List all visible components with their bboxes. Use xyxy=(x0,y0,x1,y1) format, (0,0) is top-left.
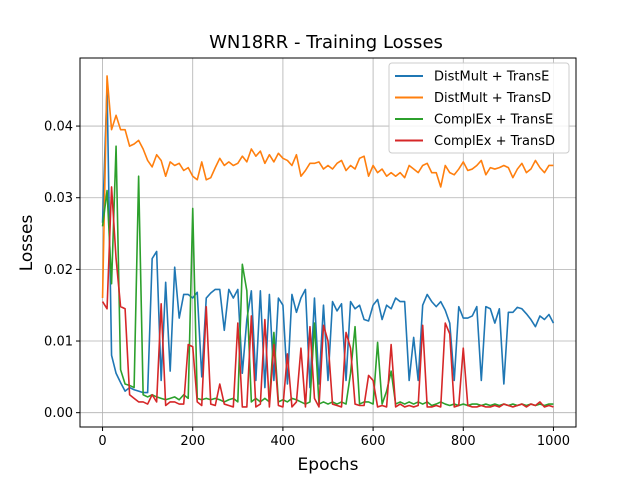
x-tick-label: 0 xyxy=(98,434,106,449)
y-tick-label: 0.03 xyxy=(44,191,73,206)
y-axis-title: Losses xyxy=(17,215,37,272)
legend-label-4: ComplEx + TransD xyxy=(434,134,555,149)
legend-label-3: ComplEx + TransE xyxy=(434,113,553,128)
y-tick-label: 0.00 xyxy=(44,406,73,421)
series-line-3 xyxy=(101,145,554,407)
y-tick-label: 0.04 xyxy=(44,120,73,135)
y-tick-label: 0.01 xyxy=(44,335,73,350)
y-tick-label: 0.02 xyxy=(44,263,73,278)
series-line-2 xyxy=(101,75,554,299)
x-tick-label: 600 xyxy=(361,434,386,449)
legend-label-2: DistMult + TransD xyxy=(434,91,551,106)
legend: DistMult + TransE DistMult + TransD ComplE… xyxy=(388,62,570,154)
series-lines xyxy=(101,75,555,408)
x-tick-label: 800 xyxy=(451,434,476,449)
x-tick-label: 400 xyxy=(270,434,295,449)
legend-label-1: DistMult + TransE xyxy=(434,70,549,85)
chart-title: WN18RR - Training Losses xyxy=(209,32,443,53)
legend-box xyxy=(388,62,570,154)
series-line-4 xyxy=(101,186,554,408)
x-axis-title: Epochs xyxy=(298,455,359,475)
series-line-1 xyxy=(101,85,555,394)
axis-ticks: 0 200 400 600 800 1000 0.00 0.01 0.02 0.03 0.04 xyxy=(44,120,570,449)
plot-frame xyxy=(79,57,577,428)
x-tick-label: 200 xyxy=(180,434,205,449)
x-tick-label: 1000 xyxy=(537,434,570,449)
